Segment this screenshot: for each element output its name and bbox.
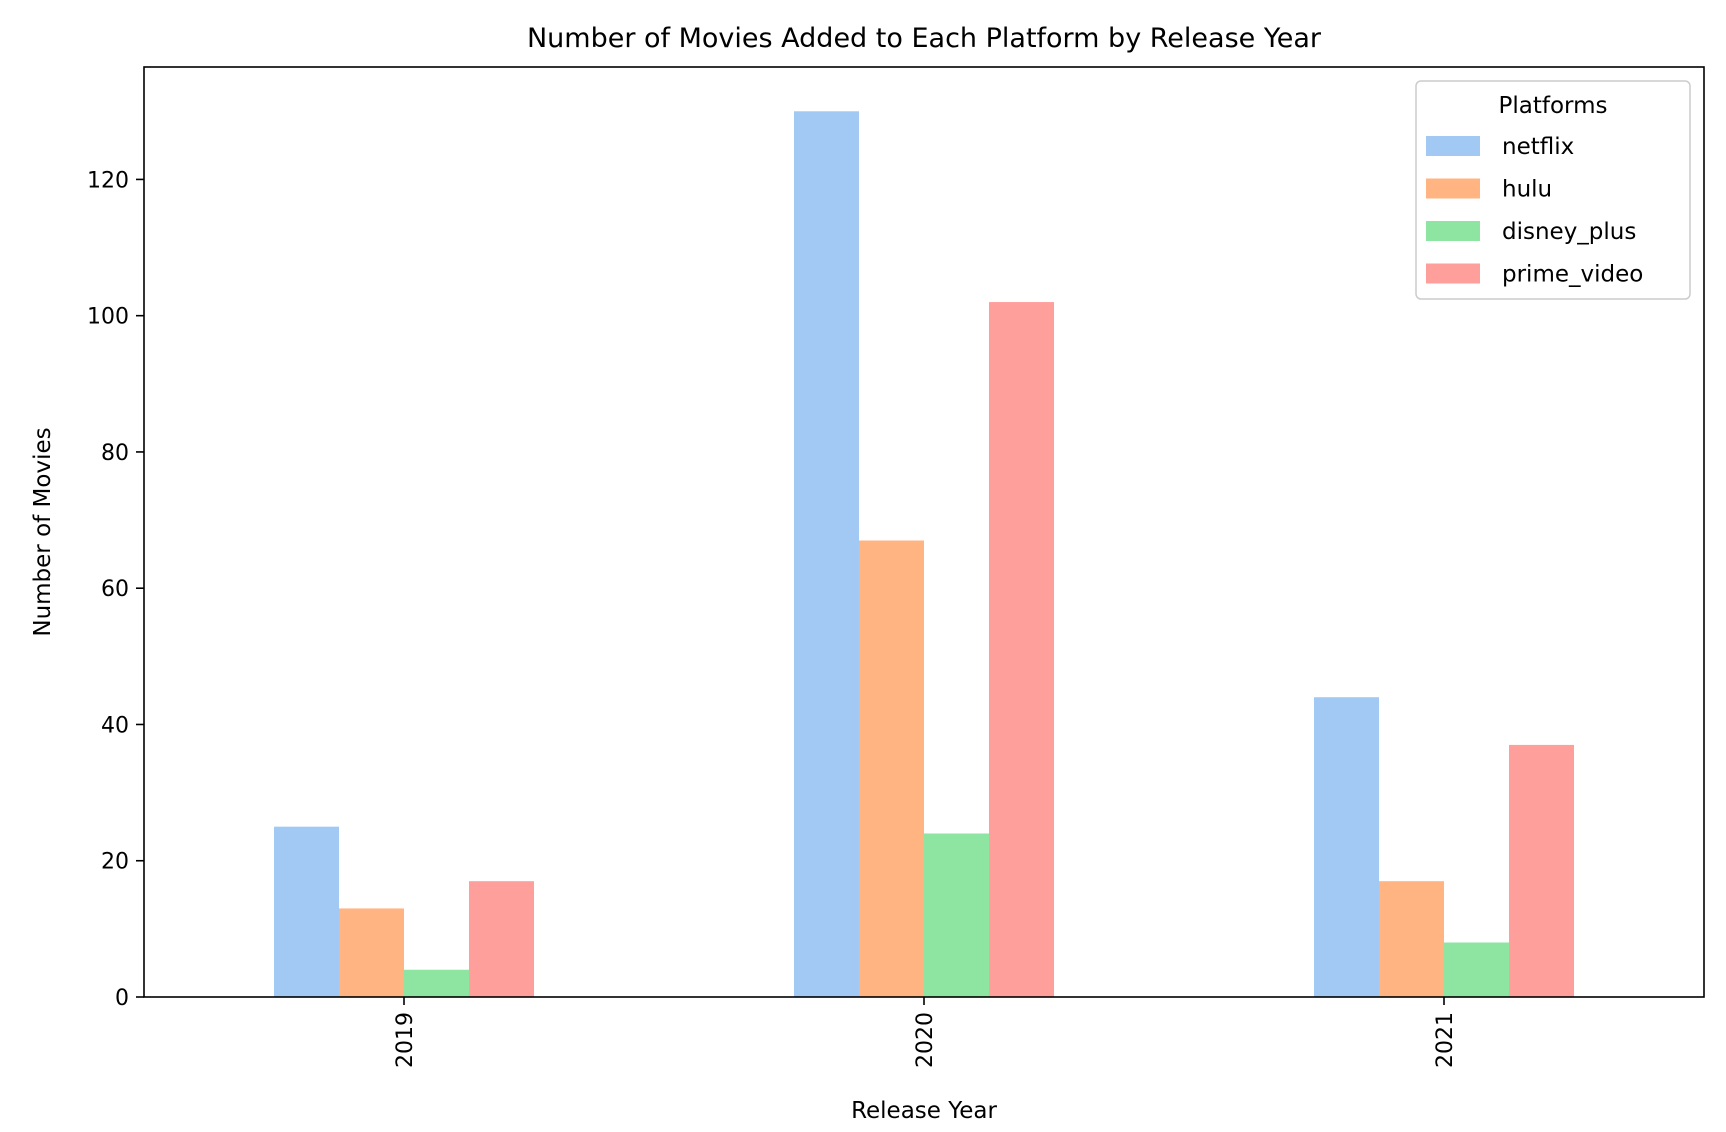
bar-prime_video-2021 bbox=[1509, 744, 1574, 997]
x-tick-label-2021: 2021 bbox=[1433, 1012, 1458, 1068]
y-axis-ticks: 0 20 40 60 80 100 120 bbox=[87, 168, 144, 1011]
plot-area-frame bbox=[143, 66, 1705, 998]
bar-prime_video-2019 bbox=[469, 881, 534, 997]
legend-frame bbox=[1415, 80, 1691, 300]
legend-label-hulu: hulu bbox=[1502, 177, 1552, 203]
bar-netflix-2021 bbox=[1314, 697, 1379, 997]
y-tick-label-60: 60 bbox=[101, 577, 129, 602]
bars-group bbox=[274, 111, 1574, 998]
bar-hulu-2020 bbox=[859, 540, 924, 997]
legend-items: netflix hulu disney_plus prime_video bbox=[1426, 134, 1643, 288]
bar-disney_plus-2020 bbox=[924, 833, 989, 997]
legend-title: Platforms bbox=[1499, 93, 1608, 119]
bar-prime_video-2020 bbox=[989, 302, 1054, 997]
chart-title: Number of Movies Added to Each Platform … bbox=[527, 23, 1322, 54]
legend-label-netflix: netflix bbox=[1502, 134, 1574, 160]
legend-swatch-prime_video bbox=[1426, 263, 1480, 284]
legend: Platforms netflix hulu disney_plus prime_vi… bbox=[1415, 80, 1691, 300]
x-tick-label-2020: 2020 bbox=[913, 1012, 938, 1068]
x-axis-ticks: 2019 2020 2021 bbox=[393, 997, 1458, 1068]
y-tick-label-100: 100 bbox=[87, 305, 129, 330]
legend-label-prime_video: prime_video bbox=[1502, 262, 1643, 288]
x-axis-label: Release Year bbox=[851, 1098, 997, 1124]
x-tick-label-2019: 2019 bbox=[393, 1012, 418, 1068]
y-tick-label-40: 40 bbox=[101, 713, 129, 738]
bar-netflix-2020 bbox=[794, 111, 859, 998]
bar-disney_plus-2019 bbox=[404, 969, 469, 997]
legend-swatch-netflix bbox=[1426, 136, 1480, 156]
y-tick-label-80: 80 bbox=[101, 441, 129, 466]
y-tick-label-120: 120 bbox=[87, 168, 129, 193]
legend-swatch-disney_plus bbox=[1426, 221, 1480, 241]
legend-swatch-hulu bbox=[1426, 178, 1480, 199]
bar-netflix-2019 bbox=[274, 826, 339, 997]
bar-hulu-2019 bbox=[339, 908, 404, 997]
y-tick-label-0: 0 bbox=[115, 986, 129, 1011]
bar-hulu-2021 bbox=[1379, 881, 1444, 997]
y-tick-label-20: 20 bbox=[101, 850, 129, 875]
legend-label-disney_plus: disney_plus bbox=[1502, 219, 1636, 245]
bar-disney_plus-2021 bbox=[1444, 942, 1509, 997]
y-axis-label: Number of Movies bbox=[30, 427, 56, 636]
